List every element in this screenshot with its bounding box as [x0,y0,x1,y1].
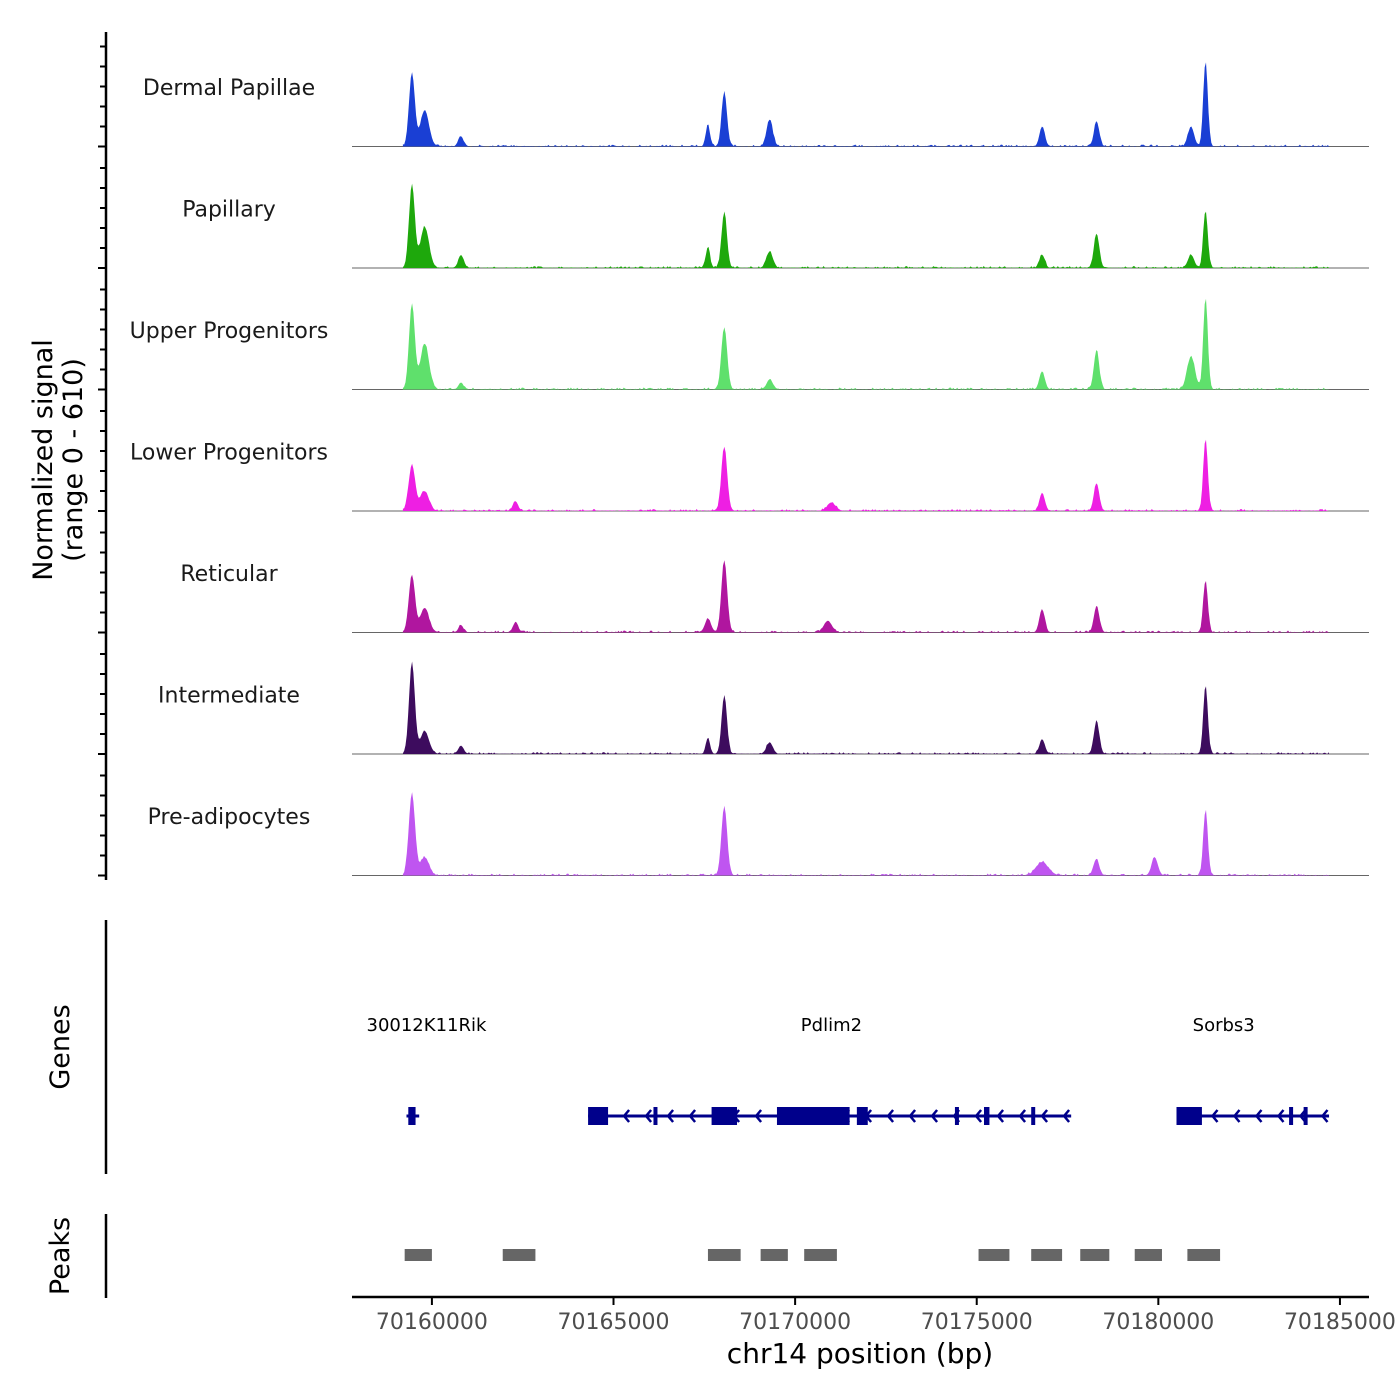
gene-exon [588,1107,609,1125]
strand-arrow [1232,1109,1241,1123]
track-1: Papillary [182,183,1369,269]
track-0: Dermal Papillae [143,62,1369,147]
x-tick-label: 70165000 [558,1310,670,1335]
track-label: Reticular [180,562,278,587]
gene-label: Sorbs3 [1193,1015,1255,1036]
peak-region [502,1249,536,1261]
strand-arrow [1210,1109,1219,1123]
x-tick-label: 70170000 [739,1310,851,1335]
signal-range-label: (range 0 - 610) [58,358,89,562]
gene-Pdlim2: Pdlim2 [588,1015,1072,1125]
x-tick-label: 70160000 [376,1310,488,1335]
peak-region [978,1249,1010,1261]
strand-arrow [622,1109,631,1123]
gene-exon [653,1107,658,1125]
gene-exon [711,1107,738,1125]
track-label: Upper Progenitors [130,319,329,344]
coverage-area [402,792,1329,876]
strand-arrow [1276,1109,1285,1123]
gene-label: Pdlim2 [801,1015,862,1036]
x-tick-label: 70180000 [1102,1310,1214,1335]
coverage-area [402,560,1329,633]
gene-exon [408,1107,416,1125]
x-tick-label: 70185000 [1284,1310,1396,1335]
x-axis-title: chr14 position (bp) [727,1337,993,1370]
signal-axis-title-group: Normalized signal (range 0 - 610) [28,339,89,581]
strand-arrow [930,1109,939,1123]
gene-Sorbs3: Sorbs3 [1176,1015,1330,1125]
peaks-axis-title: Peaks [45,1217,76,1295]
gene-exon [983,1107,990,1125]
strand-arrow [908,1109,917,1123]
coverage-area [402,298,1329,390]
track-label: Papillary [182,198,276,223]
track-5: Intermediate [158,661,1369,755]
track-3: Lower Progenitors [130,439,1369,512]
gene-exon [856,1107,868,1125]
strand-arrow [754,1109,763,1123]
strand-arrow [688,1109,697,1123]
coverage-area [402,439,1329,511]
gene-exon [1176,1107,1202,1125]
signal-axis-ticks [98,45,106,877]
strand-arrow [1254,1109,1263,1123]
x-tick-label: 70175000 [921,1310,1033,1335]
genes-axis-title: Genes [45,1004,76,1089]
gene-exon [1289,1107,1294,1125]
track-label: Intermediate [158,684,300,709]
strand-arrow [1040,1109,1049,1123]
signal-axis-title: Normalized signal [28,339,59,581]
track-label: Lower Progenitors [130,441,328,466]
x-axis-ticks: 70160000 70165000 70170000 70175000 70180000… [376,1297,1396,1335]
peak-region [1080,1249,1110,1261]
peak-region [804,1249,837,1261]
strand-arrow [1062,1109,1071,1123]
strand-arrow [886,1109,895,1123]
track-2: Upper Progenitors [130,298,1369,390]
coverage-tracks: Dermal Papillae Papillary Upper Progenitor… [130,62,1369,876]
strand-arrow [1018,1109,1027,1123]
strand-arrow [1320,1109,1329,1123]
strand-arrow [974,1109,983,1123]
peak-region [404,1249,432,1261]
gene-exon [954,1107,959,1125]
gene-exon [1031,1107,1036,1125]
track-label: Pre-adipocytes [148,805,311,830]
peak-region [760,1249,788,1261]
peak-region [1031,1249,1063,1261]
gene-track: 30012K11Rik Pdlim2 Sorbs3 [367,1015,1330,1125]
gene-30012K11Rik: 30012K11Rik [367,1015,487,1125]
peak-region [1134,1249,1162,1261]
peak-track [404,1249,1221,1261]
peak-region [1187,1249,1221,1261]
track-4: Reticular [180,560,1369,633]
gene-exon [776,1107,850,1125]
track-6: Pre-adipocytes [148,792,1369,876]
gene-exon [1303,1107,1308,1125]
strand-arrow [666,1109,675,1123]
coverage-area [402,661,1329,754]
gene-label: 30012K11Rik [367,1015,487,1036]
track-label: Dermal Papillae [143,76,315,101]
peak-region [707,1249,741,1261]
coverage-area [402,183,1329,268]
coverage-area [402,62,1329,147]
strand-arrow [644,1109,653,1123]
strand-arrow [996,1109,1005,1123]
